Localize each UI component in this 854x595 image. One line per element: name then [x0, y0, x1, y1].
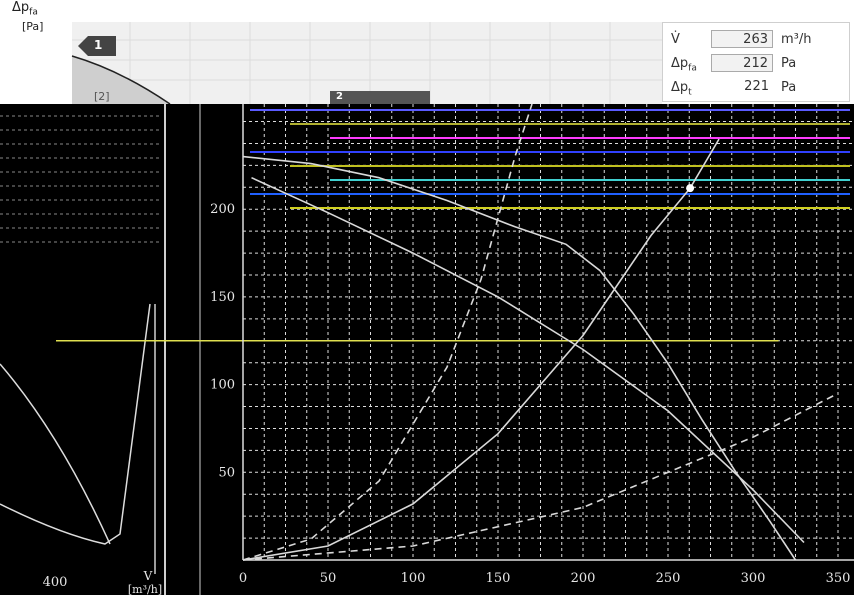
- readout-value: 212: [711, 54, 773, 72]
- operating-point-marker: [686, 184, 695, 193]
- y-tick-label: 150: [210, 290, 235, 305]
- upper-grid: [71, 22, 662, 104]
- readout-unit: m³/h: [781, 32, 812, 47]
- left-panel-x-label: V: [143, 569, 153, 583]
- x-tick-label: 200: [571, 571, 596, 586]
- x-tick-label: 300: [741, 571, 766, 586]
- fan-curve-upper: [71, 55, 171, 104]
- y-axis-title: Δpfa: [12, 0, 38, 18]
- readout-unit: Pa: [781, 80, 797, 95]
- readout-label: Δpt: [671, 80, 692, 98]
- left-panel-x-unit: [m³/h]: [128, 583, 162, 595]
- y-tick-label: 200: [210, 202, 235, 217]
- x-tick-label: 150: [486, 571, 511, 586]
- left-panel-curve: [0, 303, 151, 545]
- series-line-5: [242, 392, 839, 561]
- y-tick-label: 100: [210, 378, 235, 393]
- readout-row: Δpfa 212 Pa: [663, 53, 849, 75]
- readout-label: V̇: [671, 32, 680, 47]
- x-tick-label: 100: [401, 571, 426, 586]
- x-tick-label: 250: [656, 571, 681, 586]
- x-tick-label: 350: [826, 571, 851, 586]
- y-axis-unit: [Pa]: [22, 20, 44, 33]
- curve-marker-3[interactable]: 2: [330, 91, 430, 104]
- series-line-3: [242, 138, 720, 561]
- series-line-2: [251, 176, 805, 544]
- readout-value: 221: [744, 79, 769, 94]
- readout-label: Δpfa: [671, 56, 697, 74]
- curve-marker-2[interactable]: [2]: [94, 90, 110, 103]
- main-chart-area: 0 50 100 150 200 250 300 350 50 100 150 200 400 V [m³/…: [0, 104, 854, 595]
- x-tick-label: 0: [239, 571, 247, 586]
- left-panel-x-tick: 400: [43, 575, 68, 590]
- left-panel-curve: [0, 363, 111, 545]
- curve-marker-1[interactable]: 1: [78, 36, 116, 56]
- readout-row: V̇ 263 m³/h: [663, 29, 849, 51]
- upper-chart-panel: Δpfa [Pa] 1 [2] 2 V̇ 263 m³/h Δpfa 212 Pa Δpt 2…: [0, 0, 854, 104]
- series-line-4: [242, 104, 533, 561]
- fan-curve-chart: 0 50 100 150 200 250 300 350 50 100 150 200 400 V[m³/…: [0, 104, 854, 595]
- y-tick-label: 50: [218, 465, 235, 480]
- fan-curve-area: [72, 56, 170, 104]
- readout-unit: Pa: [781, 56, 797, 71]
- operating-point-readout: V̇ 263 m³/h Δpfa 212 Pa Δpt 221 Pa: [662, 22, 850, 102]
- series-line-1: [242, 155, 797, 561]
- x-tick-label: 50: [320, 571, 337, 586]
- readout-value: 263: [711, 30, 773, 48]
- readout-row: Δpt 221 Pa: [663, 77, 849, 99]
